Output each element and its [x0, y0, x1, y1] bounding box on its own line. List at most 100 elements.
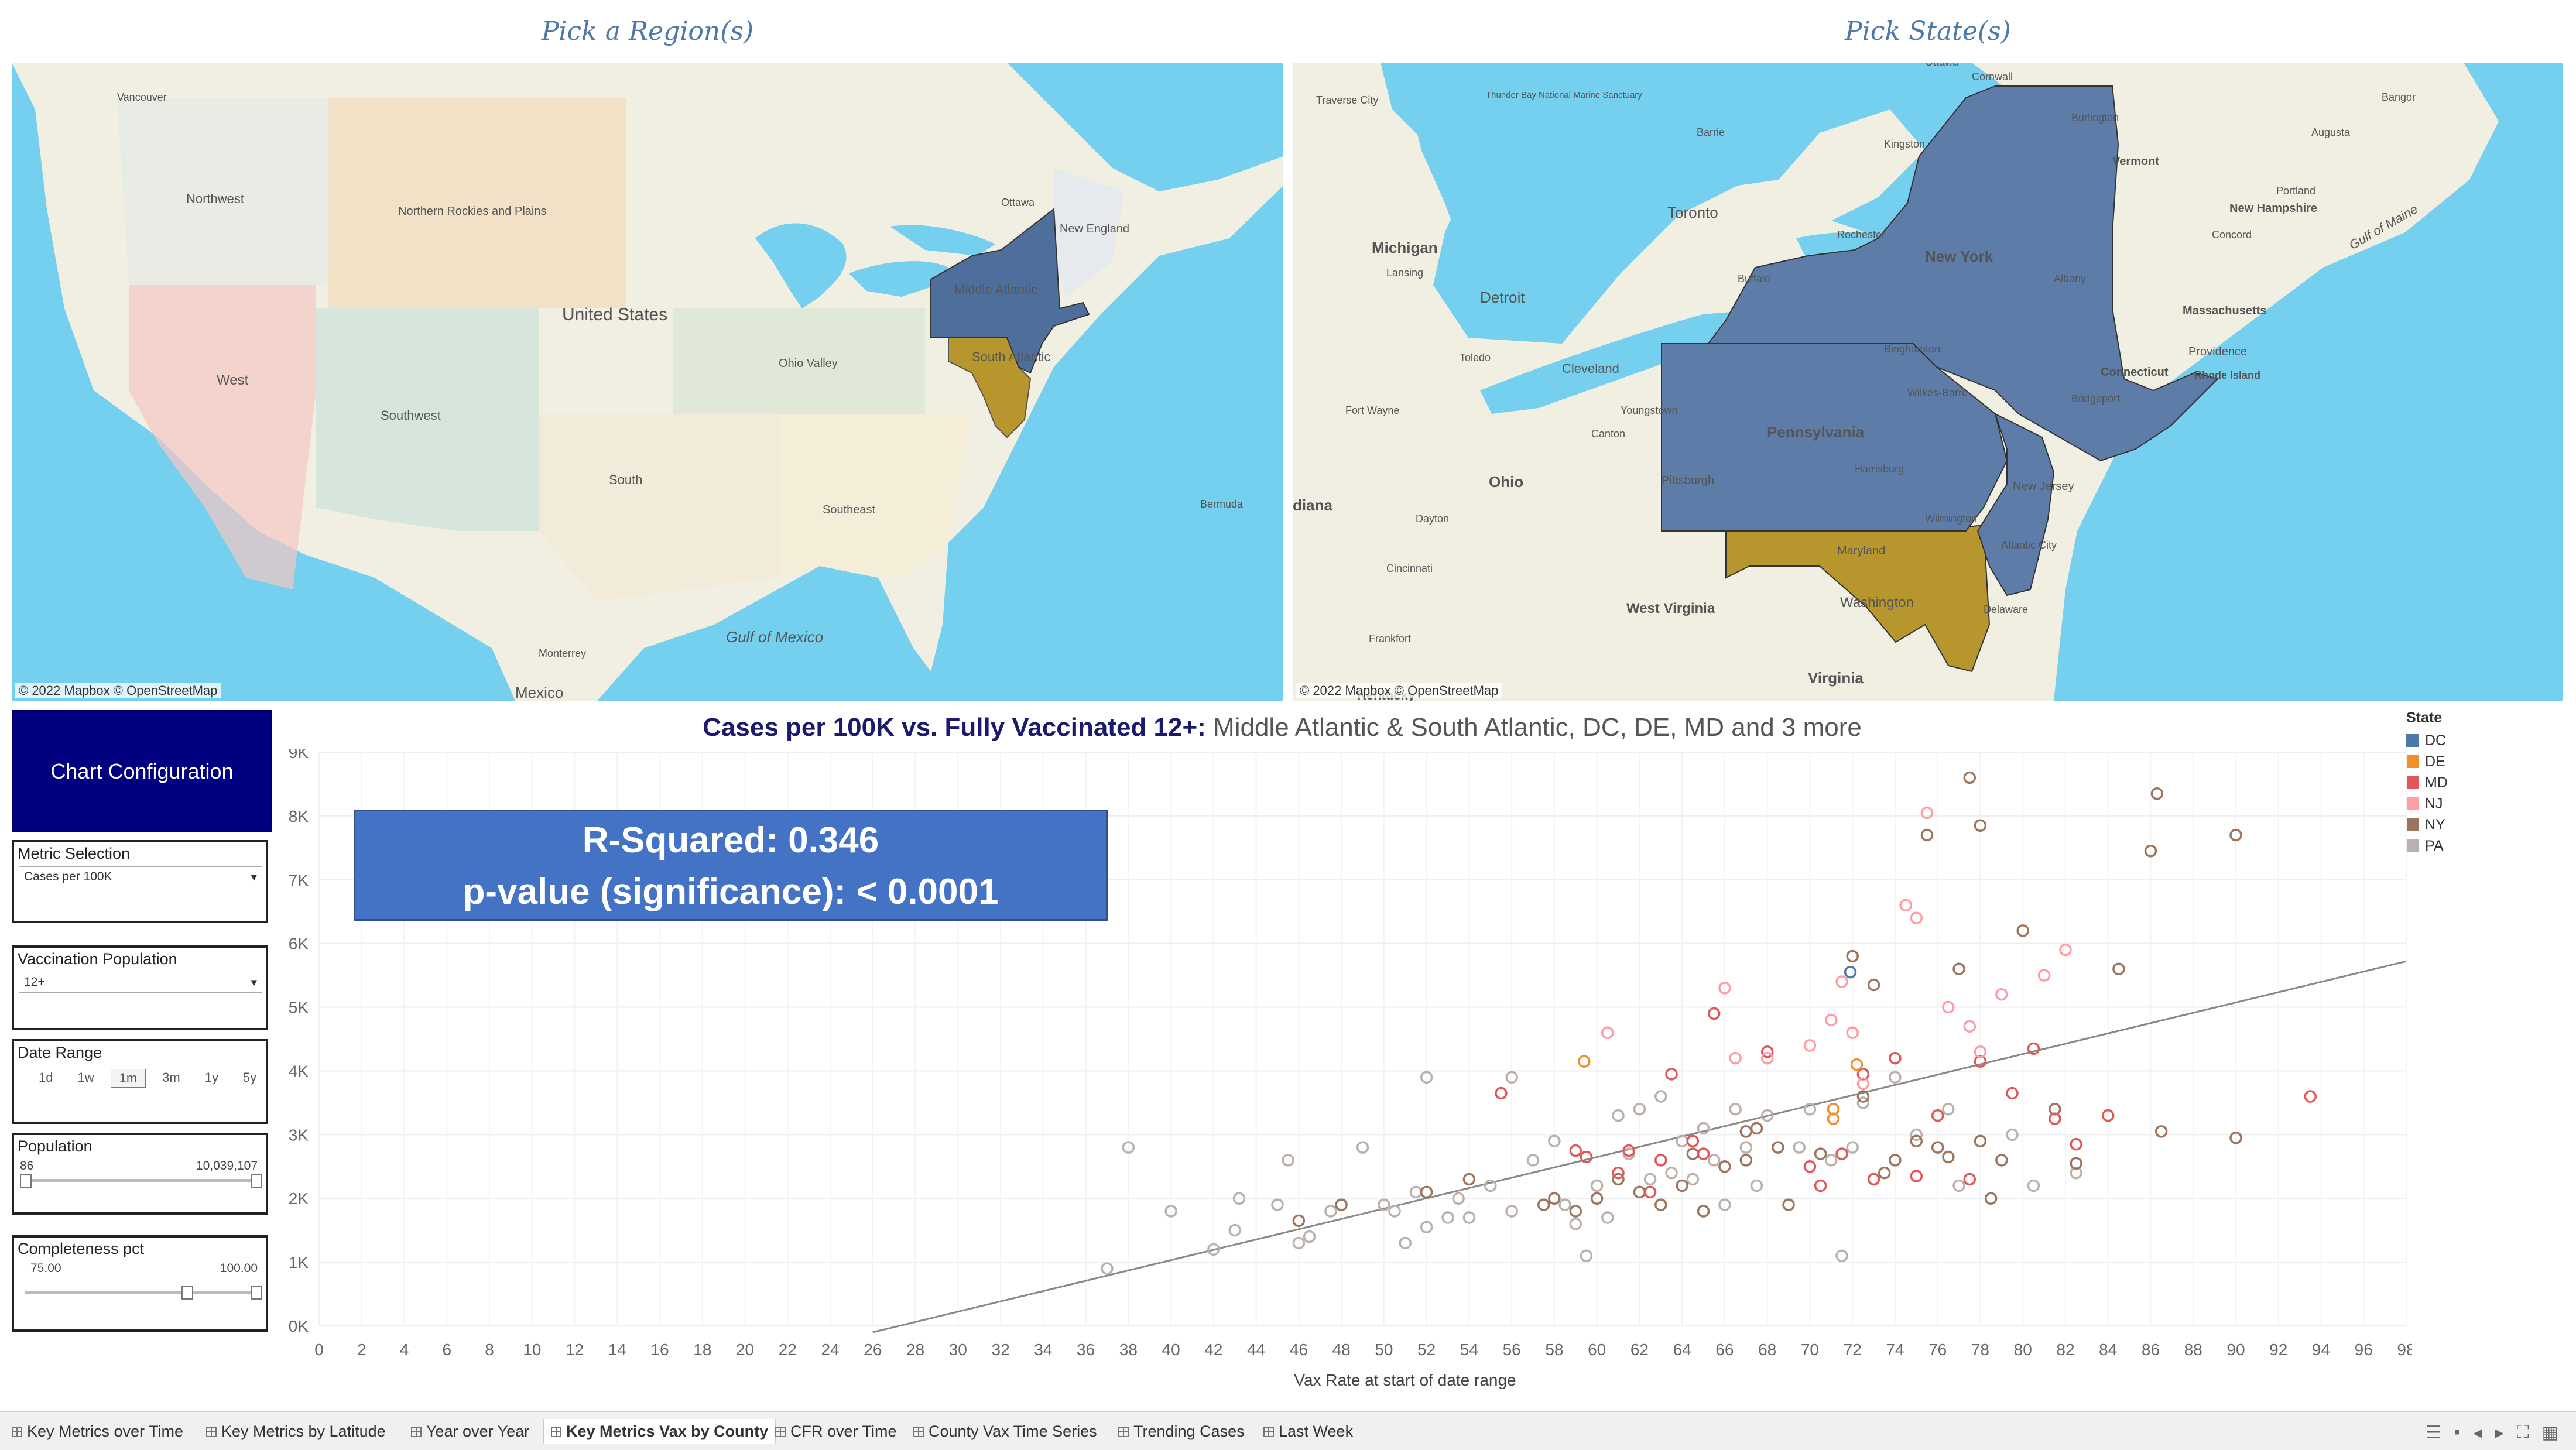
completeness-filter: Completeness pct 75.00 100.00 — [12, 1235, 268, 1332]
state-new-york[interactable] — [1707, 85, 2219, 462]
x-tick-label: 26 — [864, 1341, 882, 1359]
data-point-pa — [1633, 1103, 1646, 1116]
data-point-pa — [1548, 1134, 1561, 1147]
date-range-3m[interactable]: 3m — [162, 1070, 180, 1085]
data-point-ny — [1420, 1185, 1433, 1199]
data-point-ny — [2144, 845, 2157, 858]
x-tick-label: 50 — [1375, 1341, 1393, 1359]
x-tick-label: 90 — [2226, 1341, 2245, 1359]
data-point-md — [1665, 1068, 1678, 1081]
region-map[interactable]: Middle Atlantic South Atlantic Northwest… — [12, 63, 1283, 701]
x-tick-label: 52 — [1417, 1341, 1436, 1359]
label-ohio-valley: Ohio Valley — [779, 357, 838, 370]
x-tick-label: 42 — [1204, 1341, 1222, 1359]
population-slider-max-handle[interactable] — [251, 1174, 262, 1188]
population-slider[interactable] — [20, 1174, 262, 1188]
region-new-england-tint — [1054, 168, 1124, 297]
completeness-slider-min-handle[interactable] — [181, 1286, 193, 1300]
x-tick-label: 10 — [523, 1341, 541, 1359]
data-point-ny — [1846, 949, 1859, 963]
x-tick-label: 16 — [650, 1341, 669, 1359]
worksheet-icon — [206, 1426, 217, 1437]
data-point-pa — [1356, 1141, 1369, 1154]
date-range-5y[interactable]: 5y — [242, 1070, 257, 1085]
label-maryland: Maryland — [1837, 544, 1885, 557]
data-point-nj — [1729, 1051, 1742, 1065]
sheet-tab[interactable]: Key Metrics by Latitude — [199, 1419, 393, 1444]
sheet-tab[interactable]: CFR over Time — [768, 1419, 904, 1444]
date-range-1m[interactable]: 1m — [110, 1069, 146, 1088]
date-range-1y[interactable]: 1y — [204, 1070, 218, 1085]
previous-sheet-icon[interactable]: ◂ — [2473, 1423, 2482, 1442]
sheet-tab[interactable]: County Vax Time Series — [906, 1419, 1104, 1444]
trend-line — [872, 960, 2407, 1334]
grid-icon[interactable]: ▦ — [2541, 1423, 2558, 1442]
data-point-pa — [1292, 1236, 1306, 1250]
region-middle-atlantic[interactable] — [930, 208, 1090, 374]
list-view-icon[interactable]: ☰ — [2425, 1423, 2441, 1442]
metric-selection-dropdown[interactable]: Cases per 100K ▾ — [19, 866, 262, 887]
sheet-tab[interactable]: Key Metrics over Time — [5, 1419, 190, 1444]
chart-configuration-button[interactable]: Chart Configuration — [12, 710, 272, 832]
population-slider-min-handle[interactable] — [20, 1174, 32, 1188]
sheet-tab[interactable]: Key Metrics Vax by County — [543, 1419, 776, 1444]
date-range-1d[interactable]: 1d — [39, 1070, 53, 1085]
vaccination-population-filter: Vaccination Population 12+ ▾ — [12, 945, 268, 1030]
fullscreen-icon[interactable]: ⛶ — [2516, 1422, 2529, 1442]
legend-item-ny[interactable]: NY — [2406, 814, 2448, 835]
data-point-pa — [1526, 1154, 1540, 1167]
region-northern-rockies-tint — [328, 98, 626, 308]
worksheet-icon — [551, 1426, 561, 1437]
data-point-pa — [1825, 1154, 1838, 1167]
legend-item-dc[interactable]: DC — [2406, 730, 2448, 751]
data-point-pa — [1282, 1154, 1294, 1167]
x-tick-label: 32 — [992, 1341, 1010, 1359]
completeness-slider-max-handle[interactable] — [251, 1286, 262, 1300]
x-tick-label: 0 — [314, 1341, 324, 1359]
sheet-tab[interactable]: Year over Year — [404, 1419, 536, 1444]
x-tick-label: 6 — [442, 1341, 451, 1359]
p-value-text: p-value (significance): < 0.0001 — [463, 872, 999, 912]
data-point-ny — [1676, 1179, 1688, 1192]
data-point-md — [1697, 1147, 1710, 1160]
worksheet-icon — [12, 1426, 22, 1437]
map-attribution-2[interactable]: © 2022 Mapbox © OpenStreetMap — [1296, 683, 1502, 698]
sheet-tab[interactable]: Last Week — [1256, 1419, 1360, 1444]
label-massachusetts: Massachusetts — [2183, 304, 2266, 317]
sheet-tab[interactable]: Trending Cases — [1111, 1419, 1252, 1444]
population-filter: Population 86 10,039,107 — [12, 1133, 268, 1215]
map-attribution[interactable]: © 2022 Mapbox © OpenStreetMap — [15, 683, 221, 698]
data-point-pa — [1122, 1141, 1135, 1154]
date-range-buttons: 1d 1w 1m 3m 1y 5y — [30, 1069, 266, 1088]
vaccination-population-dropdown[interactable]: 12+ ▾ — [19, 972, 262, 993]
data-point-md — [1495, 1086, 1508, 1100]
date-range-1w[interactable]: 1w — [77, 1070, 94, 1085]
y-tick-label: 6K — [289, 935, 309, 953]
sheet-tab-label: CFR over Time — [790, 1422, 897, 1440]
legend-item-md[interactable]: MD — [2406, 772, 2448, 793]
data-point-ny — [1931, 1141, 1944, 1154]
y-tick-label: 0K — [289, 1317, 309, 1335]
legend-item-de[interactable]: DE — [2406, 751, 2448, 772]
data-point-pa — [1707, 1154, 1721, 1167]
y-tick-label: 1K — [289, 1253, 309, 1271]
state-new-jersey[interactable] — [1976, 413, 2055, 597]
completeness-slider[interactable] — [25, 1286, 262, 1300]
data-point-pa — [1271, 1198, 1284, 1211]
legend-item-pa[interactable]: PA — [2406, 835, 2448, 856]
next-sheet-icon[interactable]: ▸ — [2495, 1423, 2504, 1442]
x-tick-label: 82 — [2056, 1341, 2074, 1359]
data-point-de — [1850, 1058, 1864, 1071]
legend-item-nj[interactable]: NJ — [2406, 793, 2448, 814]
data-point-ny — [1889, 1154, 1902, 1167]
data-point-ny — [2150, 787, 2164, 800]
x-tick-label: 78 — [1971, 1341, 1989, 1359]
filmstrip-icon[interactable]: ▪ — [2454, 1422, 2461, 1442]
x-tick-label: 22 — [779, 1341, 797, 1359]
legend-label: NY — [2425, 816, 2445, 833]
data-point-md — [1910, 1170, 1923, 1182]
data-point-nj — [1995, 988, 2008, 1001]
state-map[interactable]: New York Pennsylvania New Jersey Marylan… — [1293, 63, 2563, 701]
label-mexico: Mexico — [515, 684, 563, 701]
